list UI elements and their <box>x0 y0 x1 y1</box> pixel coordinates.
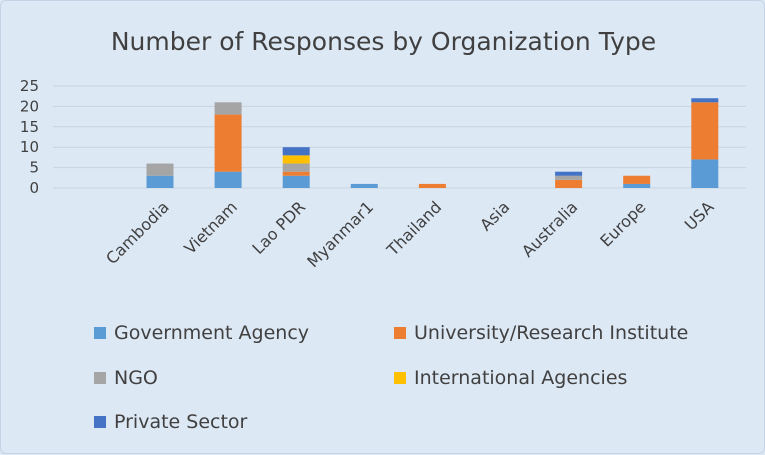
y-tick-label: 0 <box>29 179 39 197</box>
bar-segment-lao-pdr-series-1 <box>282 171 310 176</box>
bar-segment-europe-series-1 <box>623 175 651 184</box>
legend-item: University/Research Institute <box>394 322 688 344</box>
bar-segment-vietnam-series-0 <box>214 171 242 188</box>
bar-segment-australia-series-1 <box>555 179 583 188</box>
legend-label: Private Sector <box>114 411 248 433</box>
y-tick-label: 15 <box>20 118 39 136</box>
y-axis-tick-labels: 0 5 10 15 20 25 <box>20 77 39 197</box>
bar-segment-lao-pdr-series-0 <box>282 175 310 188</box>
x-tick-label: Europe <box>596 197 649 250</box>
bar-segment-lao-pdr-series-3 <box>282 155 310 164</box>
bar-segment-thailand-series-1 <box>418 183 446 188</box>
x-tick-label: Cambodia <box>102 197 173 268</box>
legend-label: NGO <box>114 367 158 389</box>
bar-segment-vietnam-series-1 <box>214 114 242 172</box>
legend-item: NGO <box>94 367 158 389</box>
legend-item: Government Agency <box>94 322 309 344</box>
x-tick-label: Myanmar1 <box>303 197 377 271</box>
legend-swatch <box>394 327 406 339</box>
x-tick-label: Vietnam <box>180 197 241 258</box>
bar-segment-lao-pdr-series-2 <box>282 163 310 172</box>
legend-swatch <box>94 372 106 384</box>
bar-segment-cambodia-series-0 <box>146 175 174 188</box>
bar-segment-usa-series-4 <box>691 98 719 103</box>
legend-label: International Agencies <box>414 367 628 389</box>
x-tick-label: Australia <box>518 197 581 260</box>
x-tick-label: Asia <box>476 197 513 234</box>
legend-swatch <box>94 327 106 339</box>
y-tick-label: 20 <box>20 97 39 115</box>
bar-segment-europe-series-0 <box>623 183 651 188</box>
legend-label: University/Research Institute <box>414 322 689 344</box>
bar-segment-vietnam-series-2 <box>214 102 242 115</box>
y-tick-label: 25 <box>20 77 39 95</box>
x-tick-label: Lao PDR <box>248 197 309 258</box>
bar-segment-usa-series-0 <box>691 159 719 188</box>
bar-segment-australia-series-2 <box>555 175 583 180</box>
legend-label: Government Agency <box>114 322 310 344</box>
bar-segment-usa-series-1 <box>691 102 719 160</box>
bars <box>146 98 719 188</box>
bar-segment-myanmar1-series-0 <box>350 183 378 188</box>
bar-segment-lao-pdr-series-4 <box>282 147 310 156</box>
legend-item: International Agencies <box>394 367 627 389</box>
legend-swatch <box>94 416 106 428</box>
x-tick-label: USA <box>681 197 718 234</box>
bar-segment-australia-series-4 <box>555 171 583 176</box>
legend-item: Private Sector <box>94 411 247 433</box>
bar-segment-cambodia-series-2 <box>146 163 174 176</box>
y-tick-label: 10 <box>20 138 39 156</box>
legend-swatch <box>394 372 406 384</box>
chart-title: Number of Responses by Organization Type <box>110 27 657 56</box>
x-tick-label: Thailand <box>382 197 445 260</box>
y-tick-label: 5 <box>29 159 39 177</box>
